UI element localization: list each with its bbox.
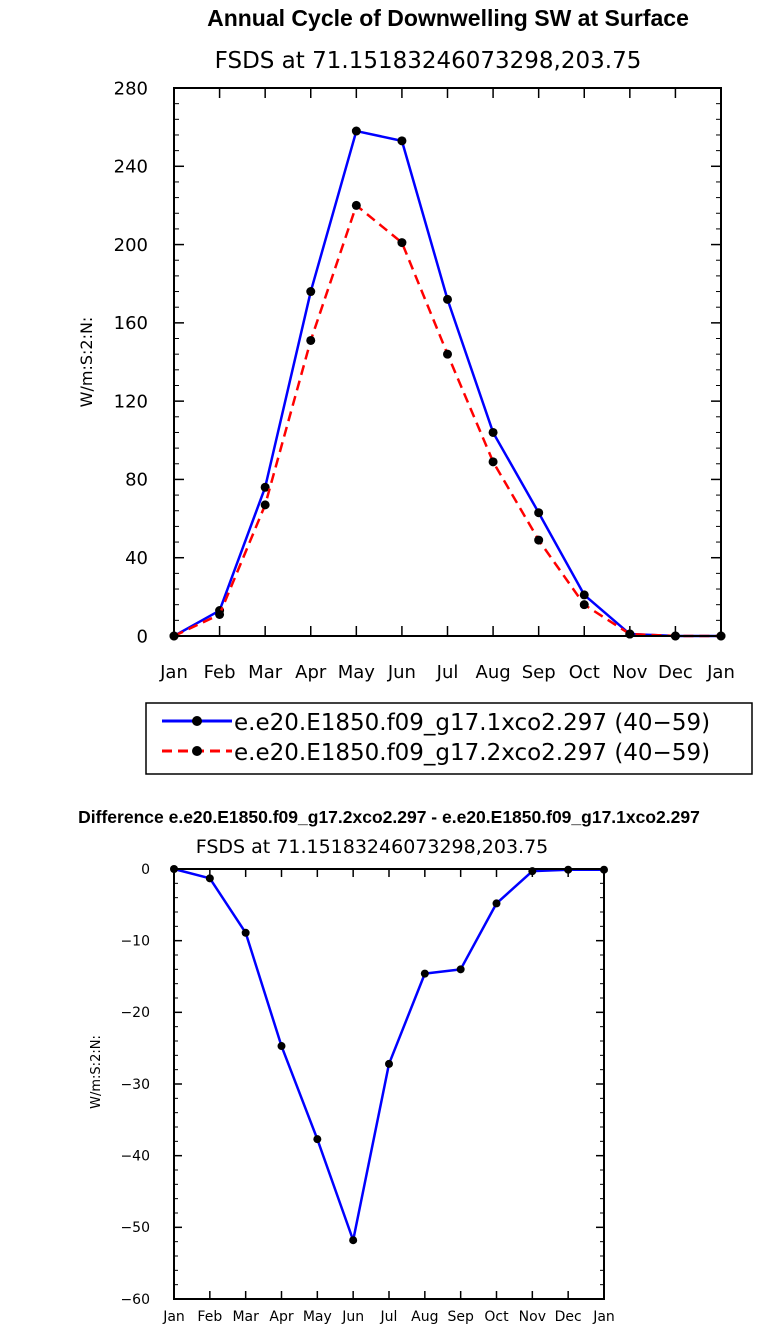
x-tick-label: Oct [569,662,600,683]
data-point [579,590,589,600]
x-tick-label: Apr [295,662,327,683]
x-tick-label: Sep [522,662,556,683]
x-tick-label: Jun [341,1309,364,1325]
data-point [534,535,544,545]
series-line-0 [173,129,721,638]
data-point [397,238,407,248]
data-point [397,136,407,146]
data-point [260,500,270,510]
data-point [260,482,270,492]
data-point [488,427,498,437]
chart-subtitle: FSDS at 71.15183246073298,203.75 [215,48,642,74]
y-tick-label: 200 [114,235,148,256]
y-tick-label: 280 [114,78,148,99]
y-tick-label: 0 [137,626,148,647]
x-tick-label: Feb [197,1309,222,1325]
series-group [170,865,608,1245]
x-tick-label: Nov [519,1309,546,1325]
x-tick-label: Apr [269,1309,293,1325]
y-tick-label: −20 [120,1005,150,1021]
legend: e.e20.E1850.f09_g17.1xco2.297 (40−59) e.… [145,702,753,775]
data-point [534,508,544,518]
difference-chart: Difference e.e20.E1850.f09_g17.2xco2.297… [78,807,700,1325]
x-tick-label: Jul [436,662,459,683]
y-tick-label: −10 [120,934,150,950]
data-point [579,600,589,610]
axis-ticks: Jan Feb Mar Apr May Jun Jul Aug Sep Oct Nov Dec Jan 0… [114,78,735,683]
y-tick-label: 80 [125,470,148,491]
x-tick-label: Nov [612,662,647,683]
x-tick-label: May [338,662,376,683]
data-point [306,335,316,345]
data-point [420,969,429,978]
x-tick-label: Mar [232,1309,259,1325]
series-line-1 [173,204,721,638]
legend-marker-red [192,746,202,756]
legend-label-2xco2: e.e20.E1850.f09_g17.2xco2.297 (40−59) [234,740,710,766]
data-point [241,928,250,937]
data-point [443,294,452,304]
y-tick-label: −50 [120,1220,150,1236]
data-point [349,1236,358,1245]
plot-frame [173,868,605,1300]
data-point [351,126,361,136]
x-tick-label: Aug [411,1309,438,1325]
legend-box [145,702,753,775]
y-tick-label: −40 [120,1149,150,1165]
legend-label-1xco2: e.e20.E1850.f09_g17.1xco2.297 (40−59) [234,710,710,736]
data-point [306,287,316,297]
y-tick-label: −60 [120,1292,150,1308]
y-tick-label: 240 [114,157,148,178]
data-point [443,349,452,359]
axis-ticks: Jan Feb Mar Apr May Jun Jul Aug Sep Oct Nov Dec Jan−… [120,862,614,1325]
x-tick-label: May [303,1309,332,1325]
series-group [169,126,726,641]
data-point [625,629,635,639]
chart-title: Annual Cycle of Downwelling SW at Surfac… [207,5,689,31]
x-tick-label: Dec [555,1309,582,1325]
data-point [385,1059,393,1068]
x-tick-label: Jul [380,1309,398,1325]
x-tick-label: Jan [162,1309,185,1325]
x-tick-label: Jun [387,662,416,683]
data-point [215,609,225,619]
y-axis-label: W/m:S:2:N: [89,1035,104,1109]
y-tick-label: 0 [141,862,150,878]
chart-subtitle: FSDS at 71.15183246073298,203.75 [196,836,549,858]
x-tick-label: Mar [248,662,283,683]
x-tick-label: Jan [159,662,188,683]
data-point [277,1042,286,1051]
x-tick-label: Dec [658,662,693,683]
data-point [492,899,501,908]
data-point [351,200,361,210]
y-axis-label: W/m:S:2:N: [77,317,96,408]
data-point [313,1135,322,1144]
x-tick-label: Jan [706,662,735,683]
y-tick-label: 40 [125,548,148,569]
y-tick-label: −30 [120,1077,150,1093]
annual-cycle-chart: Annual Cycle of Downwelling SW at Surfac… [77,5,753,775]
data-point [205,874,214,883]
data-point [456,965,465,974]
y-tick-label: 120 [114,391,148,412]
legend-marker-blue [192,716,202,726]
chart-title: Difference e.e20.E1850.f09_g17.2xco2.297… [78,807,700,827]
data-point [488,457,498,467]
x-tick-label: Jan [592,1309,615,1325]
y-tick-label: 160 [114,313,148,334]
x-tick-label: Sep [447,1309,474,1325]
x-tick-label: Feb [204,662,236,683]
x-tick-label: Oct [484,1309,509,1325]
plot-frame [173,87,722,637]
series-line-0 [173,867,604,1242]
x-tick-label: Aug [476,662,511,683]
